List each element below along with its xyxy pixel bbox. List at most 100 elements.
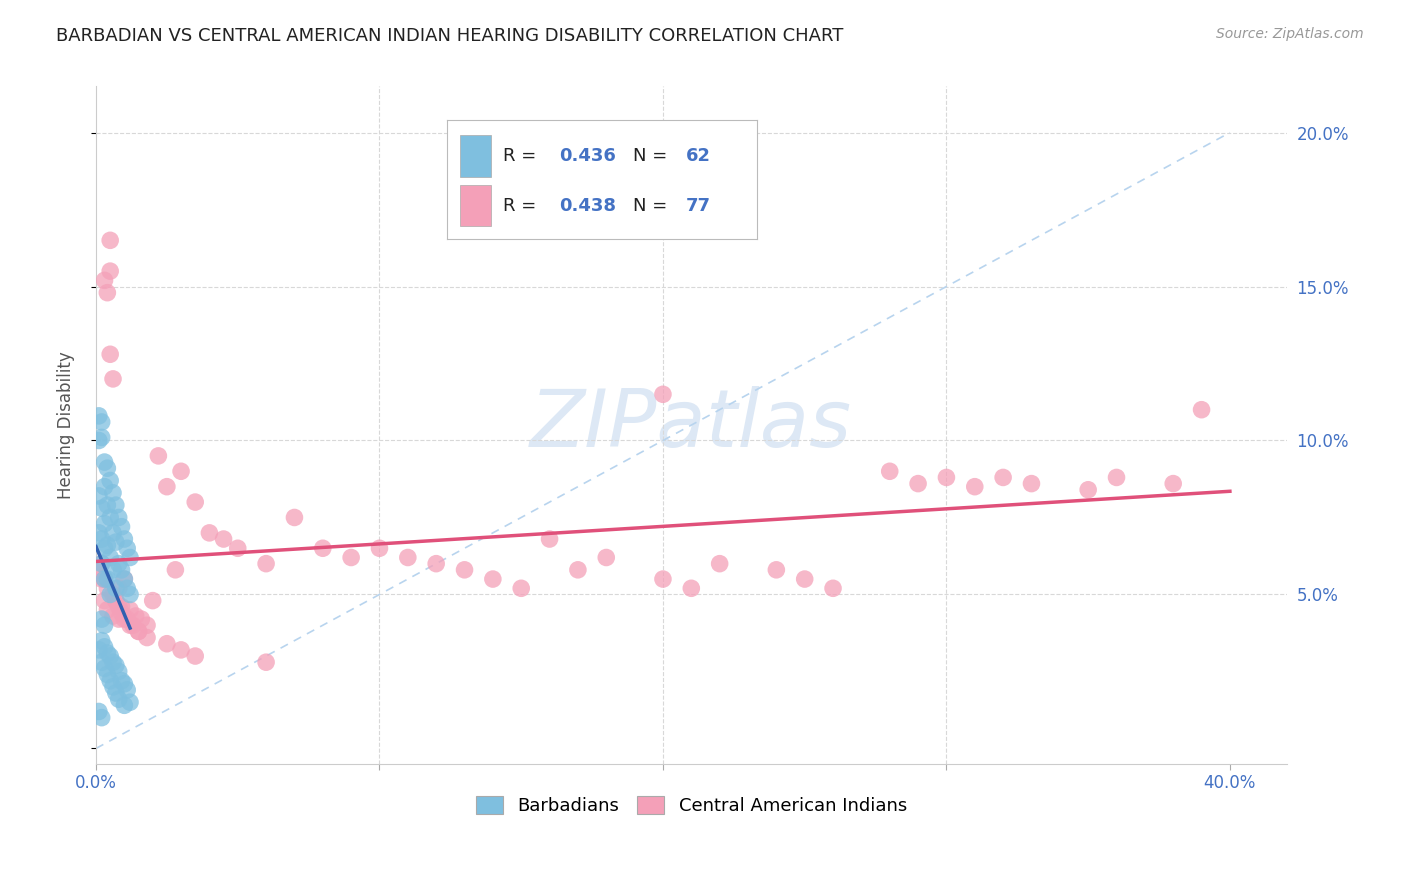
Point [1161, 476, 1184, 491]
Point [87, 643, 110, 657]
Point [107, 582, 129, 596]
Point [136, 631, 159, 645]
Point [110, 606, 132, 620]
Point [170, 464, 193, 478]
Point [93, 572, 115, 586]
Point [765, 563, 787, 577]
Point [104, 593, 127, 607]
Point [101, 486, 124, 500]
Point [482, 572, 505, 586]
Point [90, 430, 112, 444]
Point [96, 603, 118, 617]
Point [96, 667, 118, 681]
Point [90, 557, 112, 571]
Point [991, 470, 1014, 484]
Point [93, 640, 115, 654]
Point [90, 711, 112, 725]
Point [184, 495, 207, 509]
Point [821, 582, 844, 596]
Point [212, 532, 235, 546]
Point [93, 455, 115, 469]
Point [1105, 470, 1128, 484]
Point [198, 525, 221, 540]
Point [96, 498, 118, 512]
Point [107, 612, 129, 626]
Point [93, 593, 115, 607]
Point [142, 593, 165, 607]
Point [963, 480, 986, 494]
Point [93, 480, 115, 494]
Point [107, 557, 129, 571]
Point [93, 618, 115, 632]
Point [90, 532, 112, 546]
Point [98, 587, 121, 601]
Point [96, 285, 118, 300]
Point [98, 264, 121, 278]
Point [98, 474, 121, 488]
Point [907, 476, 929, 491]
Point [793, 572, 815, 586]
Point [93, 273, 115, 287]
Point [90, 612, 112, 626]
Point [453, 563, 475, 577]
Point [118, 618, 141, 632]
Point [110, 519, 132, 533]
Point [115, 682, 138, 697]
Point [96, 572, 118, 586]
Text: BARBADIAN VS CENTRAL AMERICAN INDIAN HEARING DISABILITY CORRELATION CHART: BARBADIAN VS CENTRAL AMERICAN INDIAN HEA… [56, 27, 844, 45]
Point [121, 618, 143, 632]
Point [112, 612, 135, 626]
Point [340, 550, 363, 565]
Point [935, 470, 957, 484]
Point [118, 550, 141, 565]
Point [90, 501, 112, 516]
Point [879, 464, 901, 478]
Point [652, 387, 675, 401]
Point [368, 541, 391, 556]
Point [165, 563, 187, 577]
Point [118, 587, 141, 601]
Point [425, 557, 447, 571]
Point [107, 665, 129, 679]
Point [112, 532, 135, 546]
Point [118, 603, 141, 617]
Point [101, 587, 124, 601]
Point [104, 582, 127, 596]
Point [148, 449, 170, 463]
Point [1021, 476, 1043, 491]
Point [104, 535, 127, 549]
Point [87, 705, 110, 719]
Point [567, 563, 589, 577]
Y-axis label: Hearing Disability: Hearing Disability [58, 351, 75, 499]
Point [156, 637, 179, 651]
Point [110, 599, 132, 614]
Point [98, 550, 121, 565]
Point [681, 582, 703, 596]
Point [254, 557, 277, 571]
Point [101, 609, 124, 624]
Point [110, 673, 132, 688]
Point [101, 563, 124, 577]
Point [107, 510, 129, 524]
Point [652, 572, 675, 586]
Point [98, 673, 121, 688]
Point [125, 609, 148, 624]
Point [87, 409, 110, 423]
Point [112, 698, 135, 713]
Point [184, 648, 207, 663]
Point [110, 563, 132, 577]
Point [93, 516, 115, 531]
Point [115, 582, 138, 596]
Point [93, 661, 115, 675]
Point [312, 541, 335, 556]
Point [98, 347, 121, 361]
Point [104, 686, 127, 700]
Point [118, 695, 141, 709]
Point [90, 655, 112, 669]
Point [136, 618, 159, 632]
Point [128, 624, 150, 639]
Legend: Barbadians, Central American Indians: Barbadians, Central American Indians [468, 789, 914, 822]
Point [1191, 402, 1213, 417]
Point [101, 680, 124, 694]
Point [115, 612, 138, 626]
